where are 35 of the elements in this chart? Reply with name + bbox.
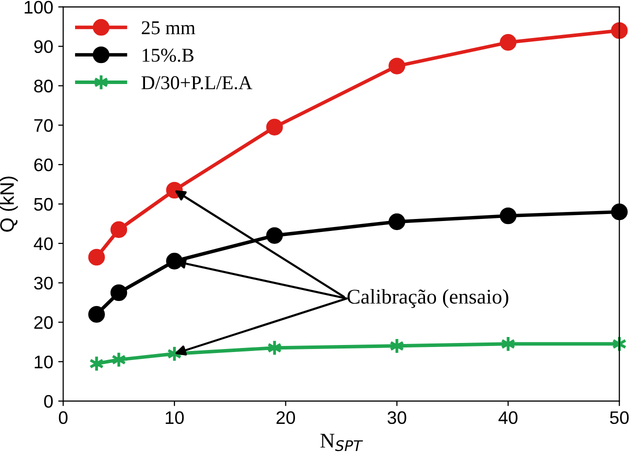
y-tick-label: 100 [24,0,53,14]
y-tick-label: 90 [34,40,53,54]
point [110,221,128,238]
x-axis-title: N$_{SPT}$ [320,434,363,452]
y-tick-label: 10 [34,356,53,368]
y-tick-label: 40 [34,237,53,250]
annotation: Calibração (ensaio) [348,289,508,308]
x-tick-label: 10 [166,411,184,424]
x-tick-label: 30 [388,411,406,424]
legend-label: 25 mm [142,21,196,34]
y-tick-label: 70 [34,119,53,132]
x-tick-label: 40 [498,411,518,424]
point [388,213,406,230]
y-tick-label: 20 [34,316,53,329]
point [611,22,628,39]
point [500,34,516,51]
y-tick-label: 60 [34,158,53,172]
y-tick-label: 50 [34,198,53,211]
x-tick-label: 50 [610,411,629,424]
point [611,204,628,220]
point [266,227,283,244]
point [88,248,105,266]
x-tick-label: 0 [58,411,68,424]
legend-label: 15%.B [142,48,194,62]
y-tick-label: 0 [44,395,53,408]
point [500,207,516,224]
point [88,306,105,323]
point [266,118,283,136]
y-tick-label: 80 [34,80,53,92]
legend-label: D/30+P.L/E.A [142,76,252,90]
x-tick-label: 20 [276,411,295,424]
y-tick-label: 30 [34,276,53,290]
point [110,284,128,302]
point [388,58,406,74]
y-axis-title: Q (kN) [0,176,18,232]
